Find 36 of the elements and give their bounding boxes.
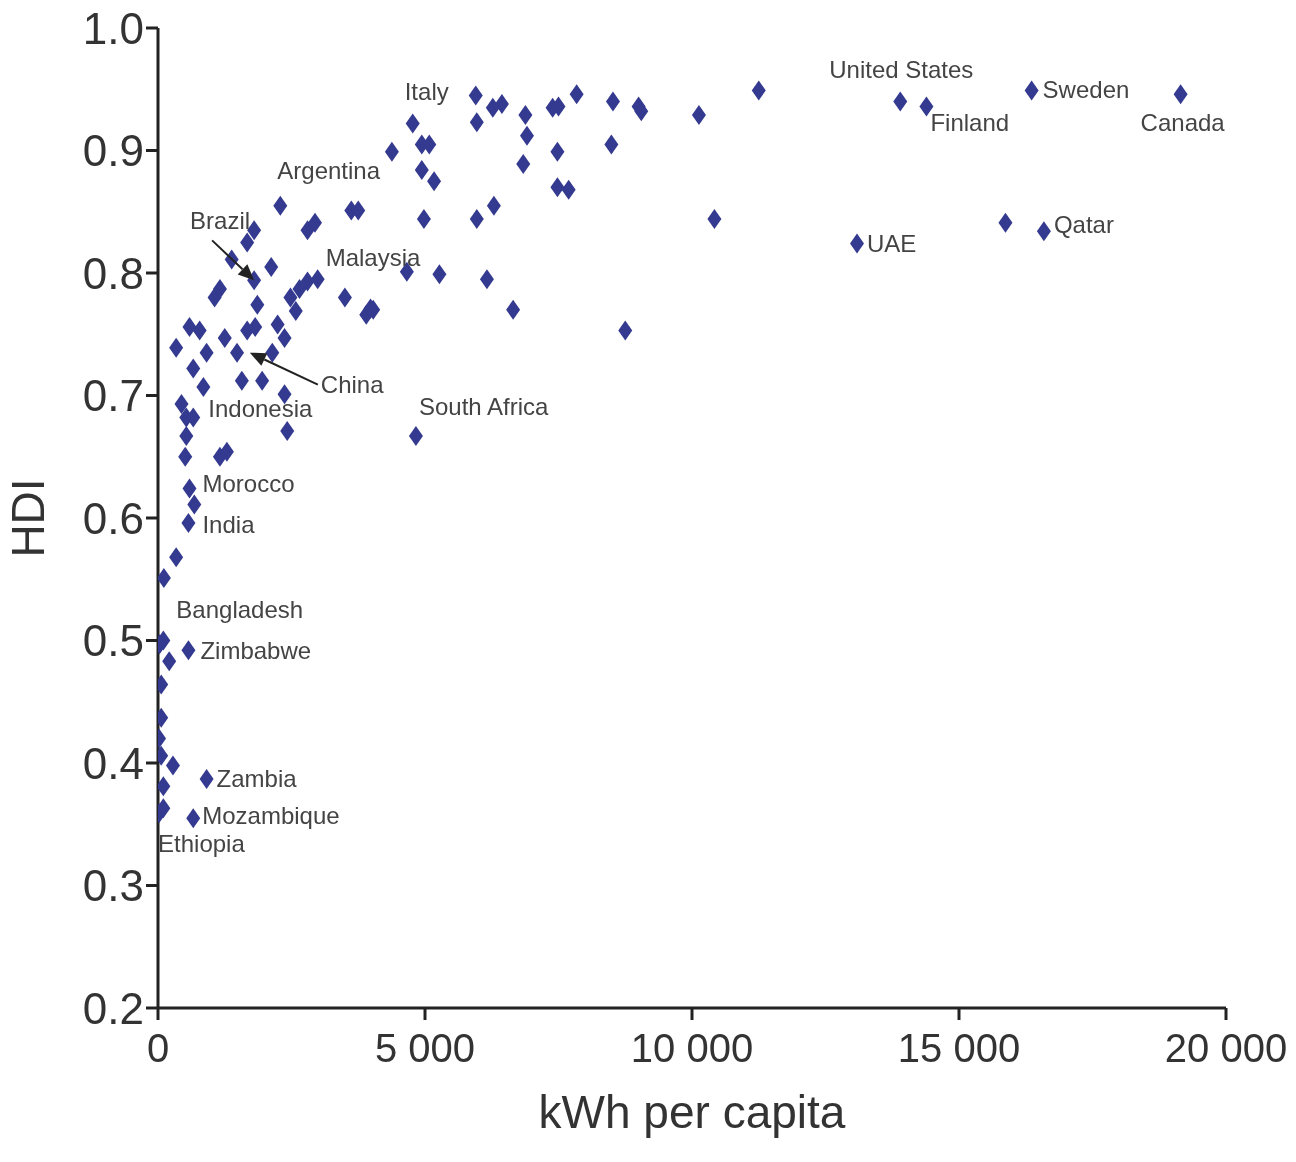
y-tick-label: 0.4 <box>82 738 144 788</box>
annotation: Zimbabwe <box>200 636 312 664</box>
annotation: Sweden <box>1042 75 1130 103</box>
annotation: India <box>202 511 256 539</box>
annotation: Indonesia <box>208 394 314 422</box>
annotation: UAE <box>867 229 917 257</box>
annotation: South Africa <box>418 393 549 421</box>
x-tick-label: 10 000 <box>630 1026 754 1071</box>
y-tick-label: 0.3 <box>82 861 144 911</box>
annotation: Qatar <box>1053 210 1114 238</box>
y-tick-label: 0.7 <box>82 371 144 421</box>
annotation: Morocco <box>202 469 295 497</box>
annotation: United States <box>829 55 974 83</box>
x-axis-title: kWh per capita <box>538 1086 846 1138</box>
y-axis-title: HDI <box>2 478 55 558</box>
y-tick-label: 0.8 <box>82 248 144 298</box>
y-tick-label: 1.0 <box>82 3 144 53</box>
x-tick-label: 20 000 <box>1164 1026 1288 1071</box>
annotation: Malaysia <box>325 244 422 272</box>
annotation: Bangladesh <box>176 595 304 623</box>
annotation: Italy <box>404 77 449 105</box>
annotation: China <box>320 371 385 399</box>
x-tick-label: 15 000 <box>897 1026 1021 1071</box>
x-tick-label: 5 000 <box>374 1026 476 1071</box>
annotation: Canada <box>1140 109 1226 137</box>
x-tick-label: 0 <box>146 1026 170 1071</box>
annotation: Ethiopia <box>158 829 246 857</box>
annotation: Finland <box>930 108 1010 136</box>
y-tick-label: 0.9 <box>82 126 144 176</box>
annotation: Zambia <box>216 765 298 793</box>
y-tick-label: 0.2 <box>82 983 144 1033</box>
annotation: Brazil <box>190 206 251 234</box>
annotation: Argentina <box>277 156 381 184</box>
annotation: Mozambique <box>202 802 340 830</box>
y-tick-label: 0.5 <box>82 616 144 666</box>
y-tick-label: 0.6 <box>82 493 144 543</box>
